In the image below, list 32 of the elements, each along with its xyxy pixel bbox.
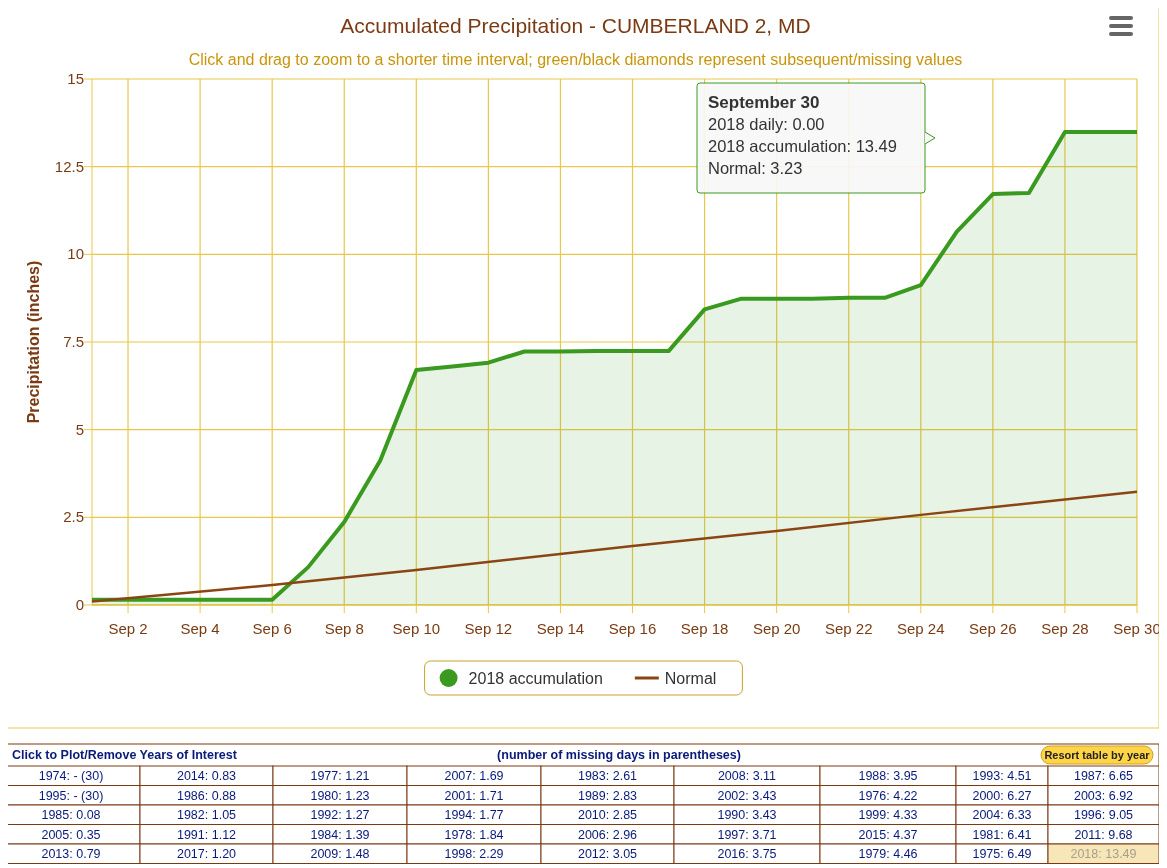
legend-label: Normal <box>664 670 717 687</box>
annotation: 2018 daily: 0.00 <box>708 115 825 133</box>
y-tick-label: 15 <box>67 70 84 87</box>
annotation: Normal: 3.23 <box>708 159 803 177</box>
y-tick-label: 12.5 <box>54 157 84 175</box>
x-tick-label: Sep 20 <box>752 620 801 637</box>
x-tick-label: Sep 24 <box>897 620 945 637</box>
x-tick-label: Sep 8 <box>324 620 364 637</box>
resort-button: Resort table by year <box>1040 745 1154 765</box>
years-table: Click to Plot/Remove Years of Interest (number of missing days in parentheses) Resort table by year 1974: - (30) 2014: 0.83 1977: 1.21 2007: 1.69 1983: 2.61 2008: 3.11 1988: 3.95 1993: 4.51 1987: 6.65 1995: - (30) 1986: 0.88 1980: 1.23 2001: 1.71 1989: 2.83 2002: 3.43 1976: 4.22 2000: 6.27 2003: 6.92 1985: 0.08 1982: 1.05 1992: 1.27 1994: 1.77 2010: 2.85 1990: 3.43 1999: 4.33 2004: 6.33 1996: 9.05 2005: 0.35 1991: 1.12 1984: 1.39 1978: 1.84 2006: 2.96 1997: 3.71 2015: 4.37 1981: 6.41 2011: 9.68 2013: 0.79 2017: 1.20 2009: 1.48 1998: 2.29 2012: 3.05 2016: 3.75 1979: 4.46 1975: 6.49 2018: 13.49 <box>8 743 1159 864</box>
y-tick-label: 5 <box>75 420 84 438</box>
y-axis-title: Precipitation (inches) <box>25 260 42 424</box>
x-tick-label: Sep 10 <box>392 620 441 637</box>
x-tick-label: Sep 14 <box>536 620 585 637</box>
x-tick-label: Sep 16 <box>608 620 657 637</box>
x-tick-label: Sep 6 <box>252 620 292 637</box>
x-tick-label: Sep 22 <box>824 620 873 637</box>
y-tick-label: 7.5 <box>63 333 84 350</box>
x-tick-label: Sep 12 <box>464 620 513 637</box>
annotation: September 30 <box>708 93 820 112</box>
x-tick-label: Sep 18 <box>680 620 729 637</box>
x-tick-label: Sep 4 <box>180 620 220 637</box>
chart-title: Accumulated Precipitation - CUMBERLAND 2, MD <box>340 14 811 37</box>
y-tick-label: 2.5 <box>63 508 84 526</box>
x-tick-label: Sep 26 <box>969 620 1017 637</box>
x-tick-label: Sep 28 <box>1041 620 1089 637</box>
annotation: 2018 accumulation: 13.49 <box>708 137 897 155</box>
legend-label: 2018 accumulation <box>468 670 603 687</box>
y-tick-label: 0 <box>75 596 84 613</box>
y-tick-label: 10 <box>67 245 84 263</box>
x-tick-label: Sep 2 <box>108 620 148 637</box>
chart-subtitle: Click and drag to zoom to a shorter time interval; green/black diamonds represent subsequent/missing values <box>188 51 963 68</box>
